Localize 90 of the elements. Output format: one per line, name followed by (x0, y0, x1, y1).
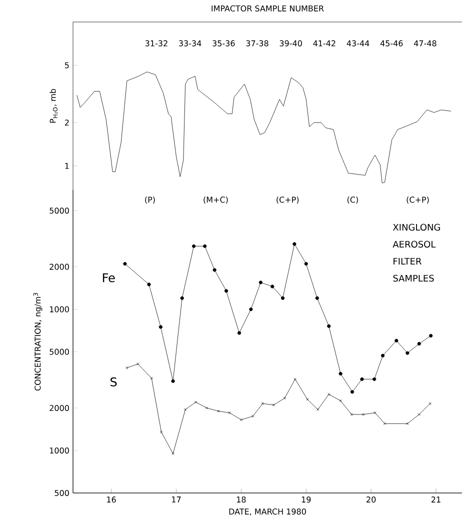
point (350, 413, 353, 416)
annotation: 37-38 (246, 40, 268, 46)
point (350, 390, 354, 394)
x-tick-label: 17 (172, 496, 181, 502)
annotation: 47-48 (414, 40, 436, 46)
point (160, 430, 163, 434)
point (158, 325, 162, 329)
annotation: (C) (347, 196, 358, 204)
point (224, 289, 228, 293)
point (417, 342, 421, 346)
point (272, 404, 276, 406)
point (383, 422, 386, 425)
y-tick-label: 1000 (50, 447, 69, 454)
point (228, 411, 231, 414)
y-tick-label: 1 (65, 162, 69, 169)
y-tick-label: 5000 (50, 208, 69, 214)
y-tick-label: 2000 (50, 404, 69, 412)
point (360, 377, 364, 381)
point (147, 282, 151, 286)
point (150, 376, 153, 380)
point (372, 377, 376, 381)
point (316, 408, 320, 411)
y-axis-title: P$_{H₂O}$, mb (50, 88, 58, 123)
x-tick-label: 19 (302, 496, 311, 503)
annotation: 43-44 (346, 40, 370, 46)
x-tick-label: 20 (366, 496, 376, 503)
point (327, 324, 331, 328)
point (240, 418, 243, 422)
line-series (76, 72, 452, 184)
point (136, 362, 140, 366)
point (180, 296, 184, 300)
point (203, 244, 207, 248)
series-label: Fe (102, 273, 115, 282)
annotation: (M+C) (204, 196, 228, 204)
point (123, 262, 127, 266)
point (380, 354, 385, 358)
annotation: 45-46 (380, 40, 403, 46)
point (171, 379, 175, 383)
annotation: (P) (145, 196, 155, 204)
y-axis-title: CONCENTRATION, ng/m$^{3}$ (33, 292, 42, 391)
point (294, 378, 296, 380)
point (212, 268, 216, 272)
point (304, 262, 308, 266)
series-label: S (110, 377, 117, 386)
x-axis-title: DATE, MARCH 1980 (229, 508, 306, 516)
point (339, 399, 342, 402)
point (338, 372, 342, 376)
point (217, 410, 220, 412)
point (292, 242, 296, 246)
y-tick-label: 2000 (50, 264, 69, 270)
point (406, 351, 410, 355)
point (418, 413, 420, 416)
x-tick-label: 16 (107, 496, 116, 503)
y-tick-label: 1000 (50, 306, 69, 312)
annotation: (C+P) (276, 196, 299, 204)
annotation: 41-42 (313, 40, 336, 46)
point (315, 296, 319, 300)
y-tick-label: 500 (54, 490, 69, 496)
point (192, 244, 196, 248)
point (429, 334, 433, 338)
chart-title: IMPACTOR SAMPLE NUMBER (212, 5, 324, 12)
point (249, 308, 253, 312)
point (237, 331, 242, 335)
annotation: 39-40 (280, 40, 302, 46)
point (374, 411, 376, 414)
point (184, 408, 187, 411)
point (258, 280, 262, 284)
point (328, 392, 330, 396)
point (194, 400, 198, 404)
text: XINGLONG AEROSOL FILTER SAMPLES (392, 224, 440, 282)
point (252, 414, 254, 418)
point (280, 296, 285, 300)
point (172, 452, 174, 455)
x-tick-label: 21 (432, 496, 440, 502)
point (270, 284, 274, 288)
point (283, 396, 286, 400)
point (306, 398, 309, 401)
point (394, 338, 398, 342)
point (362, 413, 365, 416)
annotation: 31-32 (145, 40, 168, 46)
annotation: 33-34 (179, 40, 202, 46)
y-tick-label: 2 (64, 120, 69, 126)
x-tick-label: 18 (236, 496, 246, 503)
y-tick-label: 5 (64, 62, 69, 68)
annotation: (C+P) (406, 196, 429, 204)
point (406, 422, 409, 425)
point (261, 402, 264, 405)
annotation: 35-36 (212, 40, 235, 46)
y-tick-label: 5000 (50, 348, 69, 355)
point (205, 406, 208, 410)
